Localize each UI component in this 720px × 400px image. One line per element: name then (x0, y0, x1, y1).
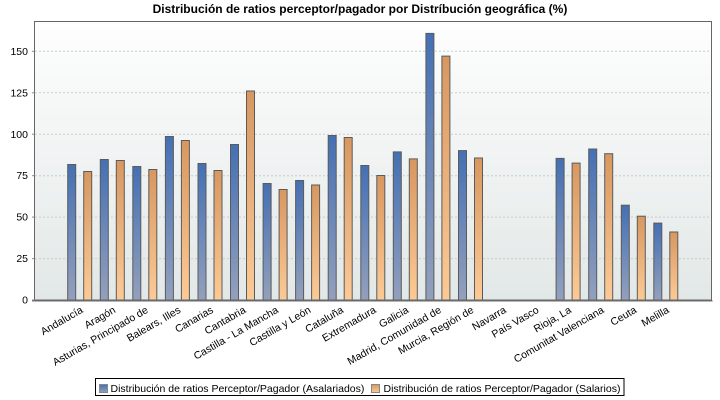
svg-text:75: 75 (16, 170, 28, 182)
svg-text:Distribución de ratios Percept: Distribución de ratios Perceptor/Pagador… (384, 383, 621, 395)
svg-text:125: 125 (10, 87, 28, 99)
svg-text:Ceuta: Ceuta (609, 304, 639, 328)
svg-text:50: 50 (16, 212, 28, 224)
svg-text:Distribución de ratios Percept: Distribución de ratios Perceptor/Pagador… (111, 383, 365, 395)
svg-text:Melilla: Melilla (640, 304, 672, 329)
svg-text:0: 0 (22, 295, 28, 307)
svg-text:Andalucía: Andalucía (39, 304, 86, 338)
svg-text:25: 25 (16, 253, 28, 265)
svg-text:100: 100 (10, 129, 28, 141)
svg-text:150: 150 (10, 46, 28, 58)
svg-text:Distribución de ratios percept: Distribución de ratios perceptor/pagador… (153, 2, 568, 16)
